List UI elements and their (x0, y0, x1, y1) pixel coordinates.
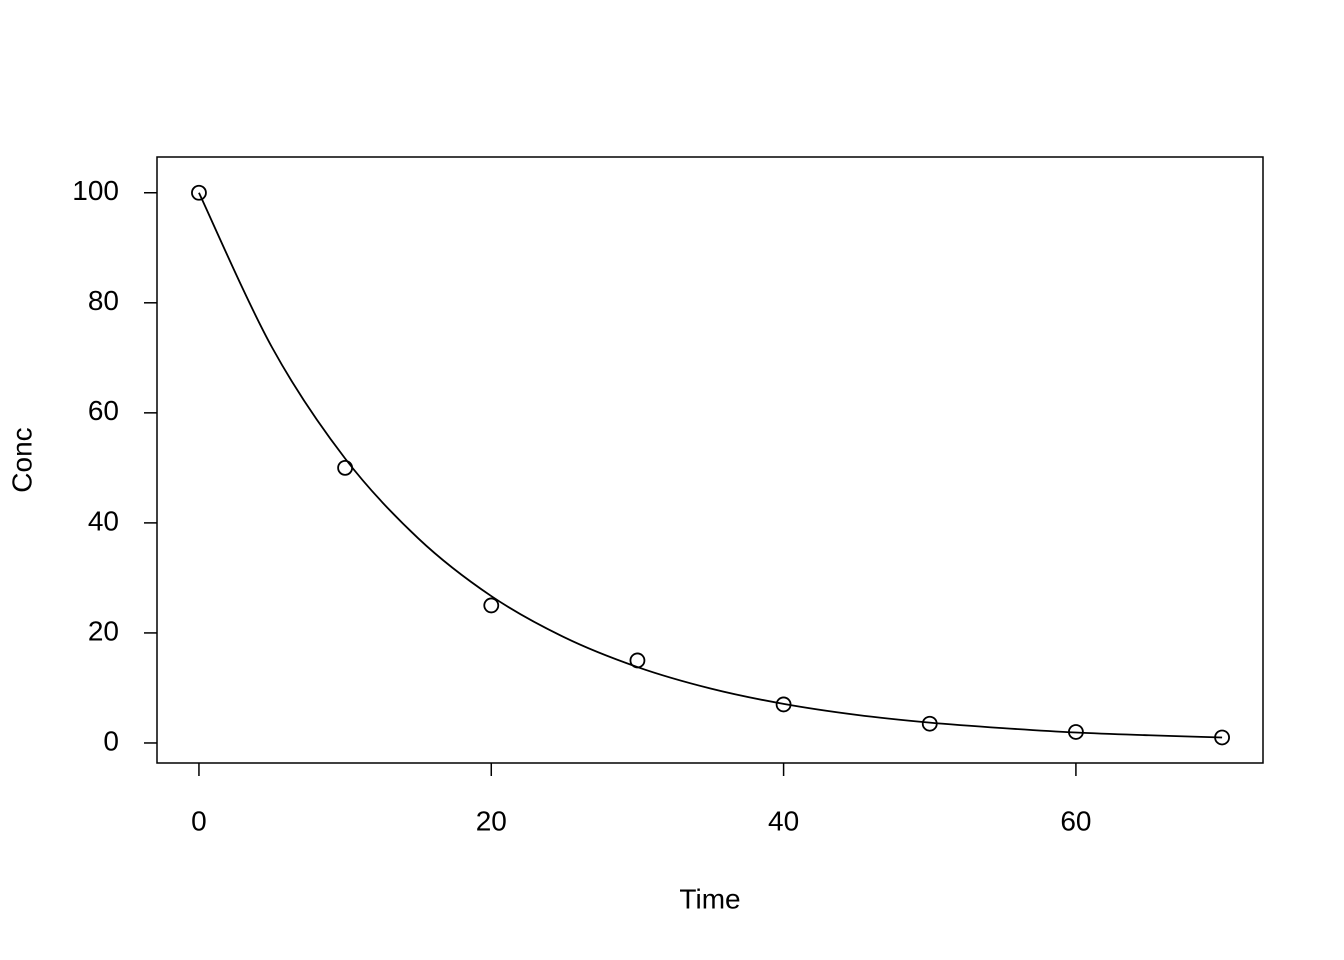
data-point (1068, 724, 1084, 740)
fit-curve (198, 192, 1223, 739)
x-tick-label: 60 (1060, 805, 1091, 836)
data-point (629, 652, 646, 669)
y-tick-label: 40 (88, 505, 119, 536)
data-point (921, 715, 938, 732)
y-tick-label: 60 (88, 395, 119, 426)
data-point (191, 184, 207, 201)
x-axis-label: Time (679, 883, 740, 914)
data-point (337, 459, 354, 476)
data-point (775, 696, 792, 713)
x-tick-label: 40 (768, 805, 799, 836)
plot-box (156, 156, 1264, 764)
x-tick-label: 20 (476, 805, 507, 836)
y-tick-label: 20 (88, 615, 119, 646)
x-tick-label: 0 (191, 805, 207, 836)
y-tick-label: 0 (103, 725, 119, 756)
y-tick-label: 100 (72, 175, 119, 206)
y-axis-label: Conc (6, 427, 37, 492)
data-point (483, 597, 500, 614)
data-point (1214, 729, 1230, 746)
y-tick-label: 80 (88, 285, 119, 316)
